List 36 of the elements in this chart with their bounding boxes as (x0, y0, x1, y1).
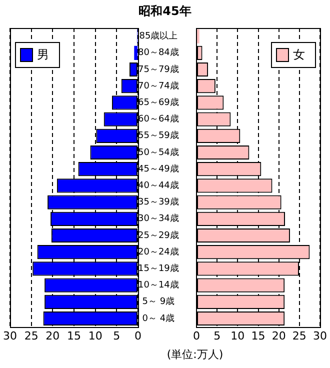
x-tick-label: 20 (46, 329, 60, 342)
y-tick-label: 70～74歳 (138, 80, 179, 92)
y-tick-label: 0～ 4歳 (142, 312, 175, 324)
bar (134, 46, 138, 60)
y-tick-label: 15～19歳 (138, 263, 179, 274)
x-tick-label: 0 (134, 329, 142, 342)
y-tick-label: 40～44歳 (138, 180, 179, 192)
y-tick-label: 5～ 9歳 (142, 296, 175, 308)
x-tick-label: 25 (292, 329, 306, 342)
x-tick-label: 5 (214, 329, 221, 342)
legend-label: 男 (37, 48, 49, 62)
y-tick-label: 75～79歳 (138, 64, 179, 75)
x-tick-label: 5 (113, 329, 120, 342)
x-tick-label: 30 (3, 329, 17, 342)
x-tick-label: 25 (24, 329, 38, 342)
y-tick-label: 45～49歳 (138, 163, 179, 174)
y-tick-label: 60～64歳 (138, 114, 179, 125)
y-tick-label: 80～84歳 (138, 47, 179, 58)
y-tick-label: 20～24歳 (138, 246, 179, 258)
y-tick-label: 25～29歳 (138, 230, 179, 241)
y-tick-label: 10～14歳 (138, 280, 179, 291)
x-tick-label: 30 (313, 329, 327, 342)
text: (単位:万人) (166, 347, 224, 362)
x-tick-label: 15 (67, 329, 81, 342)
x-tick-label: 15 (251, 329, 266, 342)
y-tick-label: 35～39歳 (138, 196, 179, 208)
x-tick-label: 10 (230, 329, 245, 342)
x-tick-label: 0 (193, 329, 200, 342)
y-tick-label: 30～34歳 (138, 213, 179, 224)
legend-label: 女 (293, 48, 305, 62)
text: 昭和45年 (138, 3, 192, 20)
x-tick-label: 10 (88, 329, 102, 342)
y-tick-label: 55～59歳 (138, 130, 179, 142)
y-tick-label: 50～54歳 (138, 146, 179, 158)
y-tick-label: 85歳以上 (139, 30, 178, 42)
x-tick-label: 20 (272, 329, 286, 342)
